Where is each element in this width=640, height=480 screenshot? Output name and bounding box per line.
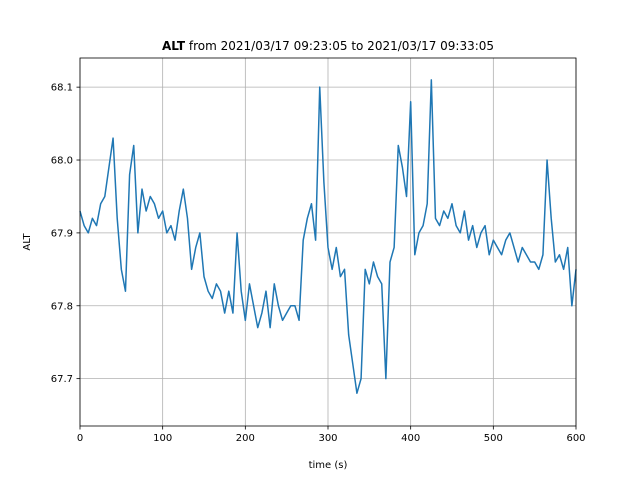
x-tick-label: 400 — [401, 433, 420, 444]
y-tick-label: 68.0 — [51, 156, 73, 167]
y-axis-label: ALT — [22, 233, 33, 251]
x-tick-label: 300 — [318, 433, 337, 444]
x-tick-label: 600 — [566, 433, 585, 444]
x-axis-label: time (s) — [309, 460, 348, 471]
y-tick-label: 68.1 — [51, 83, 73, 94]
x-tick-label: 200 — [236, 433, 255, 444]
x-tick-label: 0 — [77, 433, 83, 444]
series-layer — [79, 79, 577, 394]
chart-title: ALT from 2021/03/17 09:23:05 to 2021/03/… — [162, 39, 494, 53]
chart-title-variable: ALT — [162, 39, 186, 53]
ticks: 0 100 200 300 400 500 600 67.7 67.8 67.9 68.0 68.1 — [51, 83, 586, 444]
series-line — [79, 79, 577, 394]
chart-title-rest: from 2021/03/17 09:23:05 to 2021/03/17 0… — [185, 39, 494, 53]
y-tick-label: 67.9 — [51, 228, 73, 239]
y-tick-label: 67.7 — [51, 374, 73, 385]
x-tick-label: 100 — [153, 433, 172, 444]
y-tick-label: 67.8 — [51, 301, 73, 312]
x-tick-label: 500 — [484, 433, 503, 444]
